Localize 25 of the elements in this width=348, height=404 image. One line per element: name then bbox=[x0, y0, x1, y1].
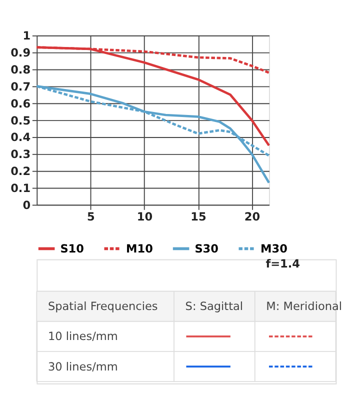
text: Spatial Frequencies bbox=[48, 300, 158, 314]
y-tick-label: 0.5 bbox=[10, 114, 31, 128]
text: M: Meridional bbox=[266, 300, 342, 314]
y-tick-label: 0.8 bbox=[10, 64, 31, 77]
y-tick-label: 0 bbox=[22, 198, 31, 212]
y-tick-label: 0.7 bbox=[10, 80, 31, 94]
y-tick-label: 0.3 bbox=[10, 148, 31, 162]
legend-label: S10 bbox=[60, 242, 84, 256]
x-tick-label: 10 bbox=[136, 210, 153, 224]
y-tick-label: 0.2 bbox=[10, 165, 31, 178]
x-tick-label: 5 bbox=[87, 210, 96, 224]
y-tick-label: 1 bbox=[22, 30, 31, 43]
y-tick-label: 0.1 bbox=[10, 182, 31, 196]
text: 10 lines/mm bbox=[48, 330, 118, 344]
x-tick-label: 15 bbox=[190, 210, 206, 224]
y-tick-label: 0.9 bbox=[10, 46, 31, 60]
text: f=1.4 bbox=[266, 258, 300, 271]
legend-label: M30 bbox=[260, 242, 288, 256]
x-tick-label: 20 bbox=[244, 210, 260, 224]
legend-label: M10 bbox=[126, 242, 154, 256]
legend-label: S30 bbox=[194, 242, 219, 256]
y-tick-label: 0.6 bbox=[10, 97, 31, 110]
y-tick-label: 0.4 bbox=[10, 131, 31, 144]
text: 30 lines/mm bbox=[48, 360, 118, 374]
text: S: Sagittal bbox=[185, 300, 244, 314]
